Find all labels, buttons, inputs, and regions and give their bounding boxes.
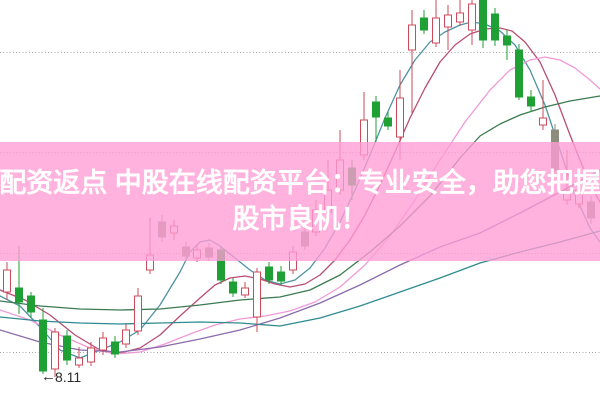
- ma-pink: [0, 56, 600, 355]
- candle: [265, 262, 273, 284]
- candle: [51, 328, 59, 377]
- candle: [456, 0, 464, 26]
- candle: [75, 347, 83, 368]
- candle: [277, 266, 285, 285]
- candle: [111, 336, 119, 358]
- candle: [408, 10, 416, 113]
- candle: [39, 308, 47, 374]
- candle: [3, 262, 11, 300]
- candle: [479, 0, 487, 48]
- ma-green: [0, 95, 600, 311]
- promo-banner-line-1: 配资返点 中股在线配资平台：专业安全，助您把握: [0, 168, 600, 199]
- candle: [444, 5, 452, 50]
- candle: [241, 282, 249, 298]
- candle: [134, 288, 142, 335]
- left-arrow-icon: ←: [41, 368, 56, 385]
- candle: [491, 8, 499, 46]
- candle: [122, 324, 130, 348]
- candle: [384, 112, 392, 130]
- promo-banner: 配资返点 中股在线配资平台：专业安全，助您把握 股市良机！: [0, 142, 600, 261]
- candle: [87, 342, 95, 366]
- promo-banner-line-2: 股市良机！: [232, 204, 368, 234]
- candle: [468, 0, 476, 45]
- candle: [503, 30, 511, 60]
- low-price-value: 8.11: [55, 368, 82, 385]
- candle: [27, 292, 35, 318]
- candle: [63, 330, 71, 365]
- low-price-label: ← 8.11: [41, 368, 81, 385]
- candle: [372, 96, 380, 142]
- candle: [432, 0, 440, 47]
- candle: [420, 10, 428, 34]
- candle: [99, 332, 107, 355]
- candle: [229, 278, 237, 297]
- candle: [539, 80, 547, 130]
- candle: [527, 90, 535, 112]
- candle: [515, 44, 523, 100]
- candle: [253, 268, 261, 332]
